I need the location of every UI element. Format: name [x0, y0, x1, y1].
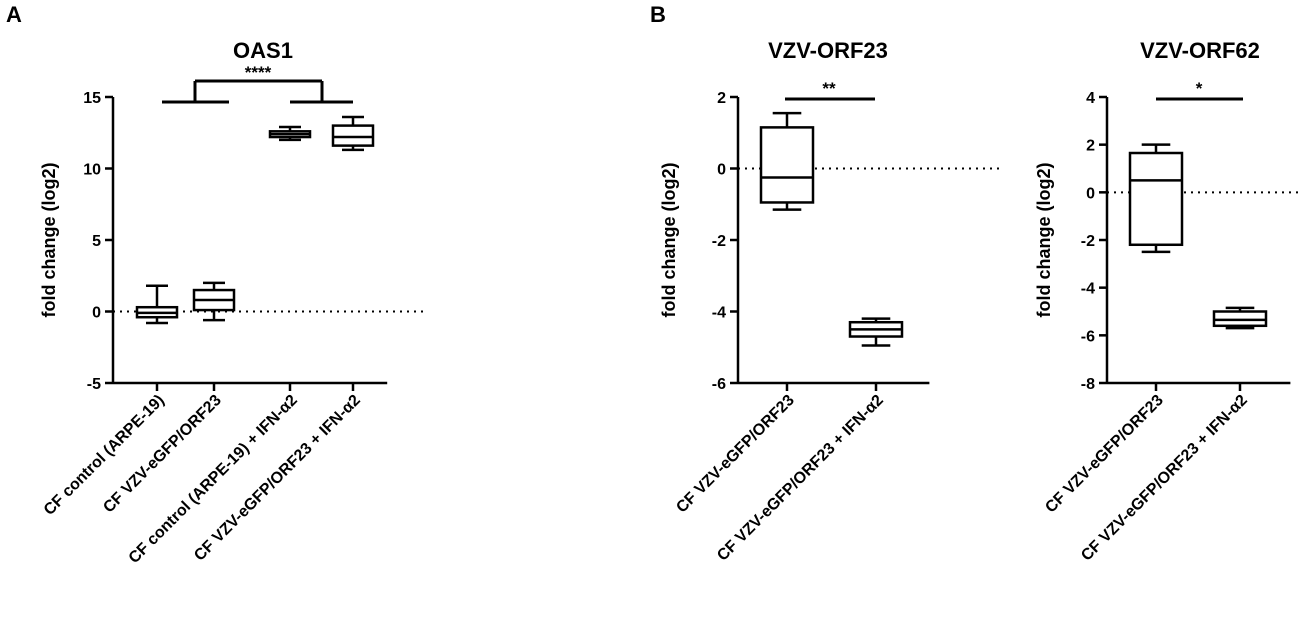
- box-plot: [848, 317, 904, 347]
- chart-title: VZV-ORF23: [768, 38, 888, 63]
- box-plot: [759, 111, 815, 211]
- panel-letter-a: A: [6, 2, 22, 27]
- significance-label: **: [822, 79, 836, 98]
- y-tick-label: -2: [712, 233, 726, 250]
- box: [1128, 151, 1184, 247]
- y-tick-label: 2: [1086, 138, 1095, 155]
- significance-label: *: [1196, 79, 1203, 98]
- significance-bracket: *: [1156, 79, 1243, 101]
- box-plot: [192, 281, 236, 322]
- y-axis-label: fold change (log2): [1034, 162, 1054, 317]
- chart-title: VZV-ORF62: [1140, 38, 1260, 63]
- box-plot: [1128, 143, 1184, 254]
- category-label: CF VZV-eGFP/ORF23 + IFN-α2: [714, 392, 887, 565]
- y-tick-label: -2: [1081, 233, 1095, 250]
- y-tick-label: -6: [712, 376, 726, 393]
- box-plot: [1212, 306, 1268, 330]
- y-tick-label: 0: [1086, 185, 1095, 202]
- significance-bracket: ****: [162, 63, 353, 104]
- significance-bracket: **: [785, 79, 875, 101]
- y-tick-label: 4: [1086, 90, 1095, 107]
- category-label: CF VZV-eGFP/ORF23 + IFN-α2: [1078, 392, 1251, 565]
- y-axis-label: fold change (log2): [39, 162, 59, 317]
- box-plot: [331, 115, 375, 152]
- y-tick-label: 15: [83, 90, 101, 107]
- chart-2: VZV-ORF23 fold change (log2) -6 -4 -2 0 2 CF VZ…: [659, 38, 1000, 564]
- box-plot: [268, 125, 312, 142]
- chart-title: OAS1: [233, 38, 293, 63]
- y-axis-label: fold change (log2): [659, 162, 679, 317]
- y-tick-label: -4: [712, 305, 726, 322]
- y-tick-label: 2: [717, 90, 726, 107]
- chart-3: VZV-ORF62 fold change (log2) -8 -6 -4 -2 0 2 4 CF…: [1034, 38, 1299, 564]
- y-tick-label: -8: [1081, 376, 1095, 393]
- y-tick-label: -5: [87, 376, 101, 393]
- panel-letter-b: B: [650, 2, 666, 27]
- box-plot: [135, 284, 179, 325]
- y-tick-label: 0: [717, 162, 726, 179]
- box: [331, 124, 375, 147]
- significance-label: ****: [245, 63, 272, 82]
- y-tick-label: 10: [83, 162, 101, 179]
- y-tick-label: 5: [92, 233, 101, 250]
- box: [759, 126, 815, 204]
- y-tick-label: 0: [92, 305, 101, 322]
- y-tick-label: -4: [1081, 281, 1095, 298]
- y-tick-label: -6: [1081, 328, 1095, 345]
